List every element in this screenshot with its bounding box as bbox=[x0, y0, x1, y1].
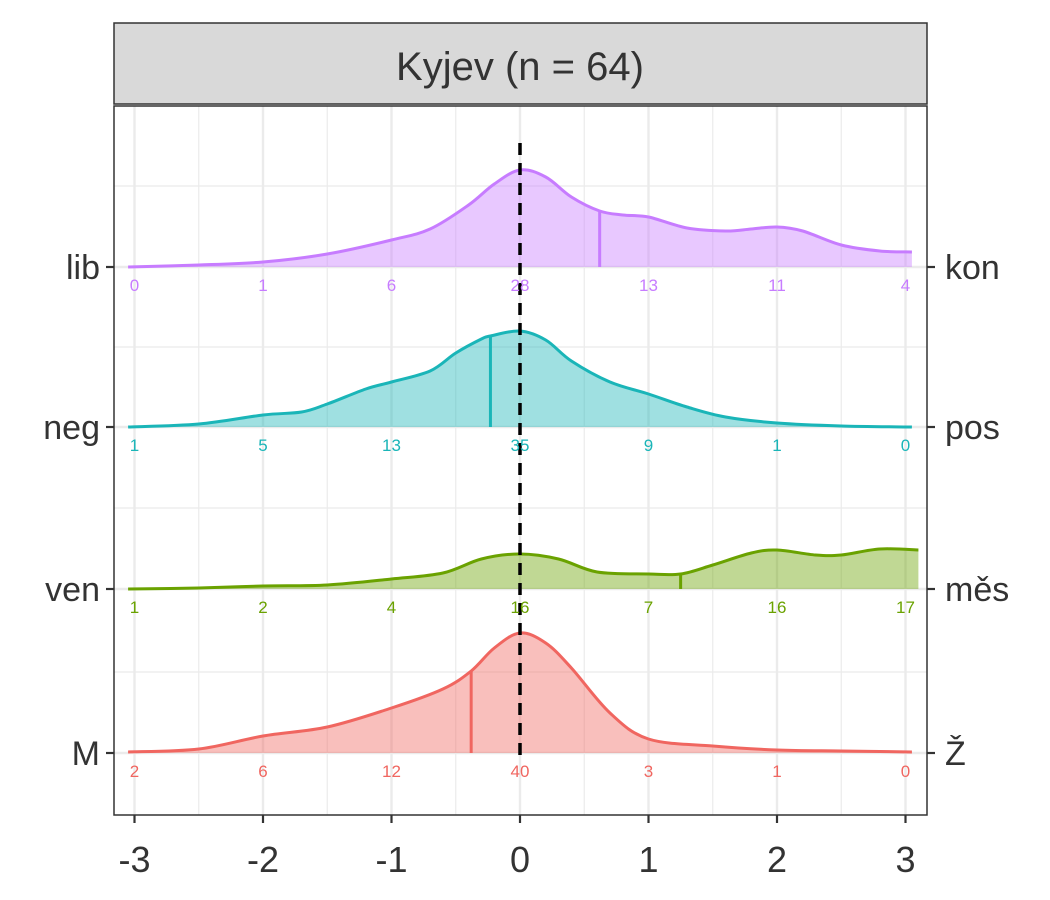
count-label: 6 bbox=[387, 276, 396, 295]
count-label: 4 bbox=[387, 598, 396, 617]
density-curve-ven bbox=[128, 547, 919, 591]
count-label: 17 bbox=[896, 598, 915, 617]
y-label-right: měs bbox=[945, 571, 1009, 609]
count-label: 16 bbox=[768, 598, 787, 617]
count-label: 16 bbox=[511, 598, 530, 617]
count-label: 4 bbox=[901, 276, 910, 295]
density-area-ven bbox=[128, 548, 919, 589]
count-label: 1 bbox=[130, 598, 139, 617]
count-label: 1 bbox=[772, 436, 781, 455]
x-tick-label: -3 bbox=[118, 839, 150, 880]
count-label: 7 bbox=[644, 598, 653, 617]
y-label-left: lib bbox=[66, 249, 100, 287]
y-label-right: kon bbox=[945, 249, 1000, 287]
count-label: 13 bbox=[639, 276, 658, 295]
x-tick-label: 1 bbox=[638, 839, 658, 880]
count-label: 3 bbox=[644, 762, 653, 781]
count-label: 0 bbox=[901, 762, 910, 781]
y-label-left: ven bbox=[45, 571, 100, 609]
count-label: 13 bbox=[382, 436, 401, 455]
count-label: 11 bbox=[768, 276, 786, 295]
count-label: 35 bbox=[511, 436, 530, 455]
count-label: 0 bbox=[130, 276, 139, 295]
y-label-left: M bbox=[72, 735, 100, 773]
facet-title: Kyjev (n = 64) bbox=[396, 45, 644, 89]
density-area-neg bbox=[128, 330, 912, 427]
x-tick-label: 0 bbox=[510, 839, 530, 880]
density-curve-lib bbox=[128, 168, 912, 269]
count-label: 1 bbox=[130, 436, 139, 455]
count-label: 1 bbox=[772, 762, 781, 781]
x-tick-label: 3 bbox=[895, 839, 915, 880]
facet-strip bbox=[113, 22, 928, 105]
x-tick-label: 2 bbox=[767, 839, 787, 880]
count-label: 40 bbox=[511, 762, 530, 781]
count-label: 12 bbox=[382, 762, 401, 781]
count-label: 2 bbox=[258, 598, 267, 617]
x-tick-label: -1 bbox=[375, 839, 407, 880]
y-label-right: Ž bbox=[945, 735, 966, 773]
y-label-right: pos bbox=[945, 409, 1000, 447]
count-label: 0 bbox=[901, 436, 910, 455]
y-label-left: neg bbox=[43, 409, 100, 447]
count-label: 9 bbox=[644, 436, 653, 455]
count-label: 1 bbox=[258, 276, 267, 295]
density-area-lib bbox=[128, 169, 912, 267]
counts-layer: 0 1 6 28 13 11 41 5 13 35 9 1 01 2 4 16 7 16 172 6 12 40 3 1 0 bbox=[130, 276, 915, 781]
count-label: 5 bbox=[258, 436, 267, 455]
count-label: 2 bbox=[130, 762, 139, 781]
count-label: 6 bbox=[258, 762, 267, 781]
x-tick-label: -2 bbox=[247, 839, 279, 880]
count-label: 28 bbox=[511, 276, 530, 295]
